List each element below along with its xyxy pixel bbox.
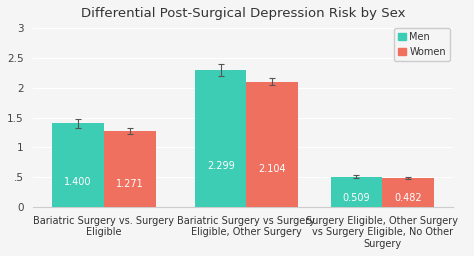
Text: 2.104: 2.104 [258, 164, 286, 174]
Text: 0.509: 0.509 [343, 193, 370, 203]
Text: 0.482: 0.482 [394, 193, 422, 203]
Bar [104, 131, 155, 207]
Bar [382, 178, 434, 207]
Bar [52, 123, 104, 207]
Title: Differential Post-Surgical Depression Risk by Sex: Differential Post-Surgical Depression Ri… [81, 7, 405, 20]
Text: 1.271: 1.271 [116, 179, 144, 189]
Bar [195, 70, 246, 207]
Bar [331, 177, 382, 207]
Text: 1.400: 1.400 [64, 177, 92, 187]
Legend: Men, Women: Men, Women [394, 28, 450, 61]
Bar [246, 82, 298, 207]
Text: 2.299: 2.299 [207, 161, 235, 171]
